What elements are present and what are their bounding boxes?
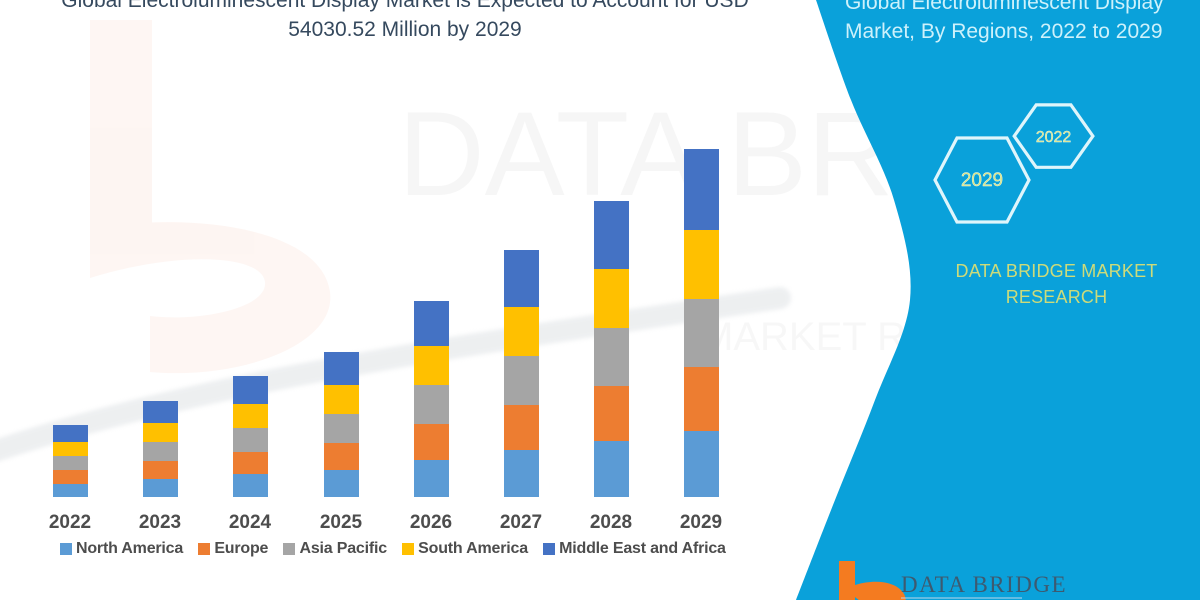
svg-text:DATA BRIDGE: DATA BRIDGE [901,572,1067,597]
